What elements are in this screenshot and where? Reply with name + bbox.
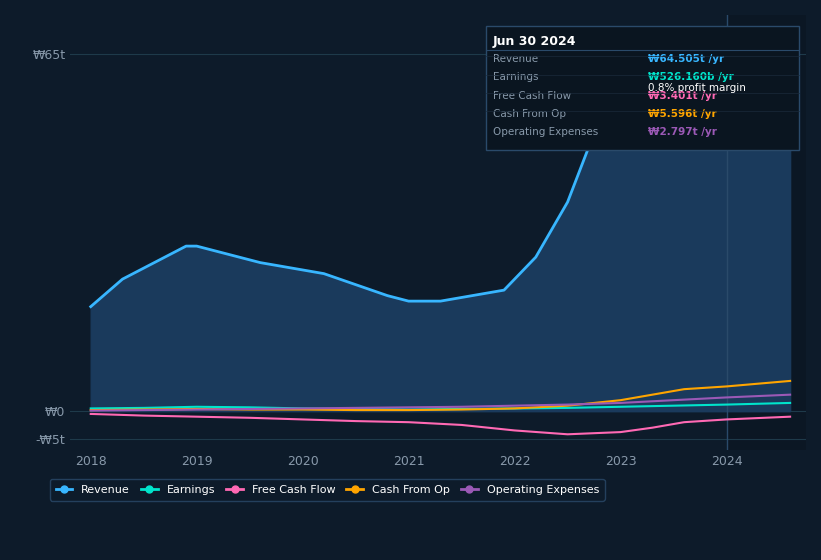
Text: 0.8% profit margin: 0.8% profit margin [648, 83, 745, 94]
Text: Free Cash Flow: Free Cash Flow [493, 91, 571, 101]
Text: Cash From Op: Cash From Op [493, 109, 566, 119]
Text: ₩3.401t /yr: ₩3.401t /yr [648, 91, 717, 101]
Text: ₩64.505t /yr: ₩64.505t /yr [648, 54, 724, 64]
Legend: Revenue, Earnings, Free Cash Flow, Cash From Op, Operating Expenses: Revenue, Earnings, Free Cash Flow, Cash … [50, 479, 604, 501]
Text: ₩526.160b /yr: ₩526.160b /yr [648, 72, 733, 82]
FancyBboxPatch shape [486, 26, 799, 150]
Bar [727, 15, 806, 450]
Text: ₩5.596t /yr: ₩5.596t /yr [648, 109, 716, 119]
Text: Earnings: Earnings [493, 72, 539, 82]
Text: ₩2.797t /yr: ₩2.797t /yr [648, 127, 717, 137]
Text: Revenue: Revenue [493, 54, 538, 64]
Text: Operating Expenses: Operating Expenses [493, 127, 599, 137]
Text: Jun 30 2024: Jun 30 2024 [493, 35, 576, 48]
